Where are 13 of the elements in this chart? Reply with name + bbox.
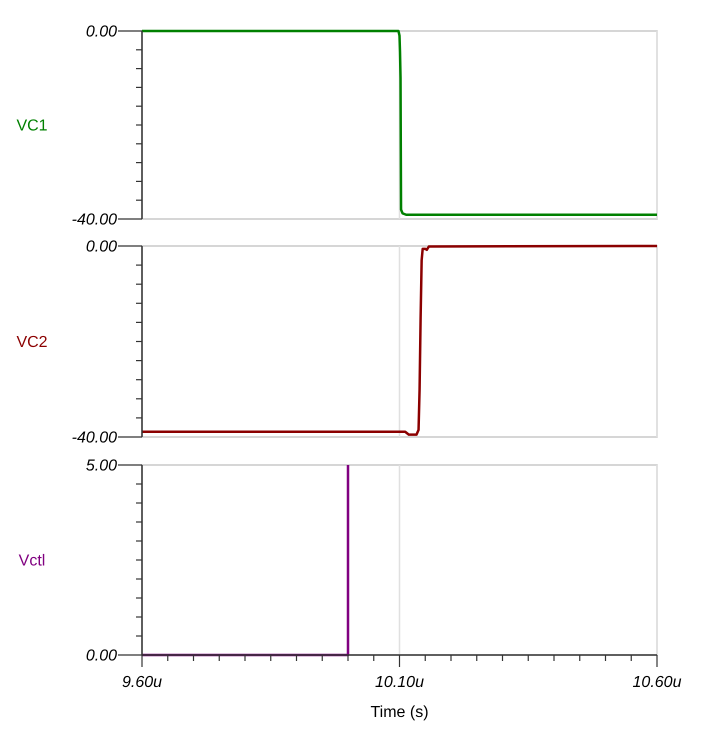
x-axis-title: Time (s) [370,704,429,721]
y-tick-label: -40.00 [72,430,118,447]
y-axis-title: VC1 [16,118,48,135]
y-axis-title: VC2 [16,334,48,352]
y-tick-label: -40.00 [72,212,118,229]
y-tick-label: 0.00 [86,648,118,665]
y-tick-label: 5.00 [86,458,118,475]
x-tick-label: 10.10u [375,674,424,691]
y-axis-title: Vctl [18,552,46,570]
y-tick-label: 0.00 [86,24,118,41]
x-tick-label: 9.60u [122,674,162,691]
y-tick-label: 0.00 [86,238,118,256]
x-tick-label: 10.60u [632,674,682,691]
